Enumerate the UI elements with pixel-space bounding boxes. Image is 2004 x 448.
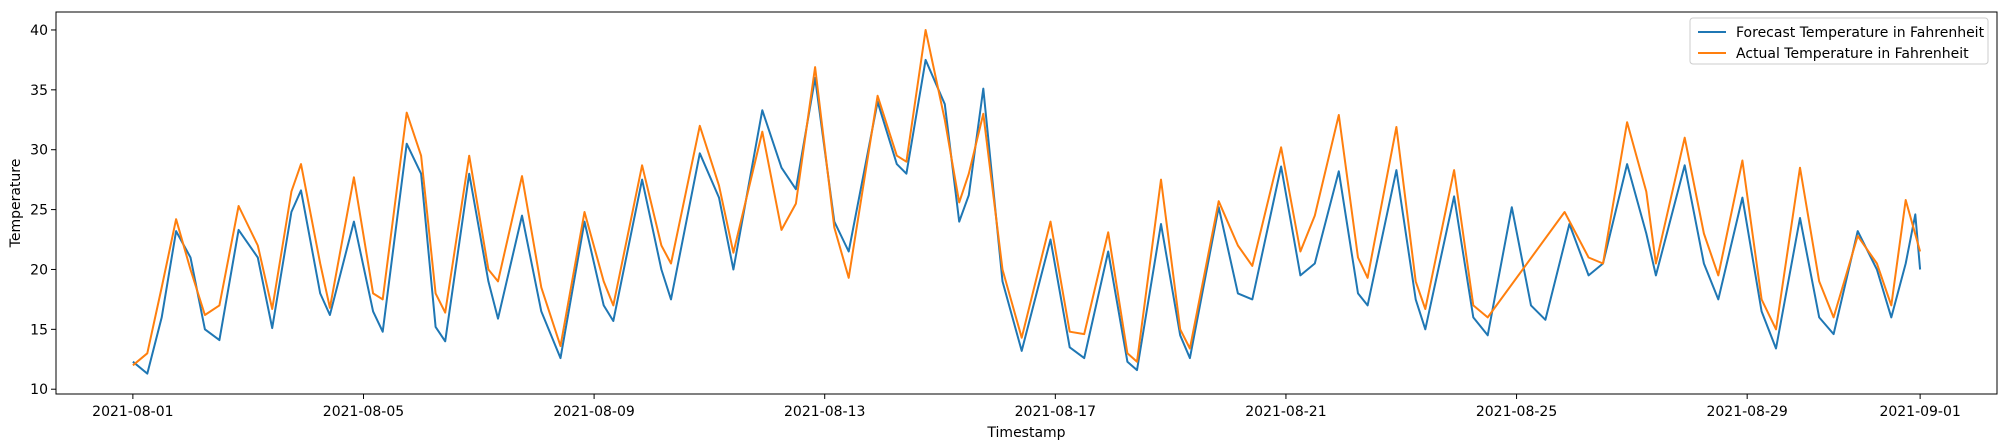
y-tick-label: 10 bbox=[30, 382, 48, 398]
y-axis-label: Temperature bbox=[8, 159, 24, 249]
x-tick-label: 2021-08-21 bbox=[1245, 404, 1326, 420]
y-tick-label: 40 bbox=[30, 23, 48, 39]
legend-box bbox=[1689, 17, 1989, 65]
series-line-actual bbox=[132, 29, 1922, 367]
x-axis-label: Timestamp bbox=[986, 425, 1065, 441]
x-tick-label: 2021-08-17 bbox=[1015, 404, 1096, 420]
x-tick-label: 2021-08-09 bbox=[553, 404, 634, 420]
legend: Forecast Temperature in Fahrenheit Actual… bbox=[1689, 17, 1989, 65]
legend-entry-label: Actual Temperature in Fahrenheit bbox=[1736, 46, 1969, 62]
legend-entry-label: Forecast Temperature in Fahrenheit bbox=[1736, 25, 1985, 41]
y-tick-label: 20 bbox=[30, 262, 48, 278]
x-tick-label: 2021-08-01 bbox=[92, 404, 173, 420]
x-tick-label: 2021-08-25 bbox=[1476, 404, 1557, 420]
axes-frame bbox=[55, 11, 1998, 395]
x-tick-label: 2021-08-05 bbox=[323, 404, 404, 420]
y-tick-label: 35 bbox=[30, 83, 48, 99]
x-axis-ticks: 2021-08-01 2021-08-05 2021-08-09 2021-08-13… bbox=[92, 394, 1961, 420]
y-tick-label: 30 bbox=[30, 143, 48, 159]
x-tick-label: 2021-09-01 bbox=[1879, 404, 1960, 420]
y-tick-label: 25 bbox=[30, 203, 48, 219]
series-layer bbox=[132, 29, 1922, 375]
y-axis-ticks: 10 15 20 25 30 35 40 bbox=[30, 23, 56, 398]
x-tick-label: 2021-08-13 bbox=[784, 404, 865, 420]
x-tick-label: 2021-08-29 bbox=[1706, 404, 1787, 420]
y-tick-label: 15 bbox=[30, 322, 48, 338]
